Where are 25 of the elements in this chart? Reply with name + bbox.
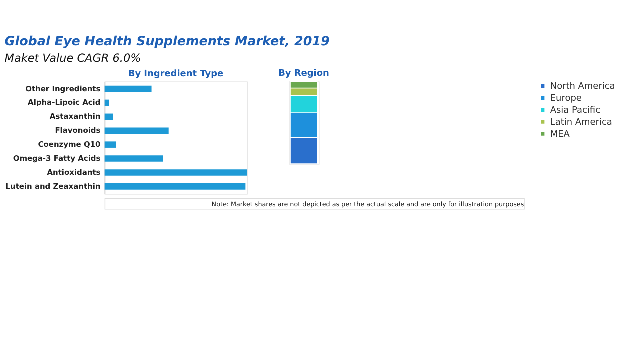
bar xyxy=(104,114,114,120)
bar xyxy=(104,156,164,162)
legend-label: Europe xyxy=(550,94,582,104)
chart-subtitle: Maket Value CAGR 6.0% xyxy=(4,52,142,66)
y-tick-label: Omega-3 Fatty Acids xyxy=(13,154,102,164)
bar xyxy=(104,128,169,134)
y-tick-label: Astaxanthin xyxy=(50,112,101,122)
bar xyxy=(104,100,110,106)
y-tick-label: Alpha-Lipoic Acid xyxy=(28,98,101,108)
bar xyxy=(104,86,152,92)
bar xyxy=(104,170,248,176)
y-tick-label: Coenzyme Q10 xyxy=(38,140,101,150)
y-tick-label: Lutein and Zeaxanthin xyxy=(6,182,101,191)
legend-label: Latin America xyxy=(550,118,612,128)
bar xyxy=(104,142,116,148)
y-tick-label: Antioxidants xyxy=(47,168,102,177)
text: By Ingredient Type xyxy=(128,69,224,80)
bar xyxy=(104,184,246,190)
legend-label: MEA xyxy=(550,130,571,140)
y-tick-label: Other Ingredients xyxy=(26,84,102,94)
y-tick-label: Flavonoids xyxy=(55,126,102,136)
chart-title: Global Eye Health Supplements Market, 2019 xyxy=(4,34,330,49)
chart-title: By Region xyxy=(278,69,330,80)
legend-label: Asia Pacific xyxy=(550,106,601,116)
legend-label: North America xyxy=(550,82,616,92)
